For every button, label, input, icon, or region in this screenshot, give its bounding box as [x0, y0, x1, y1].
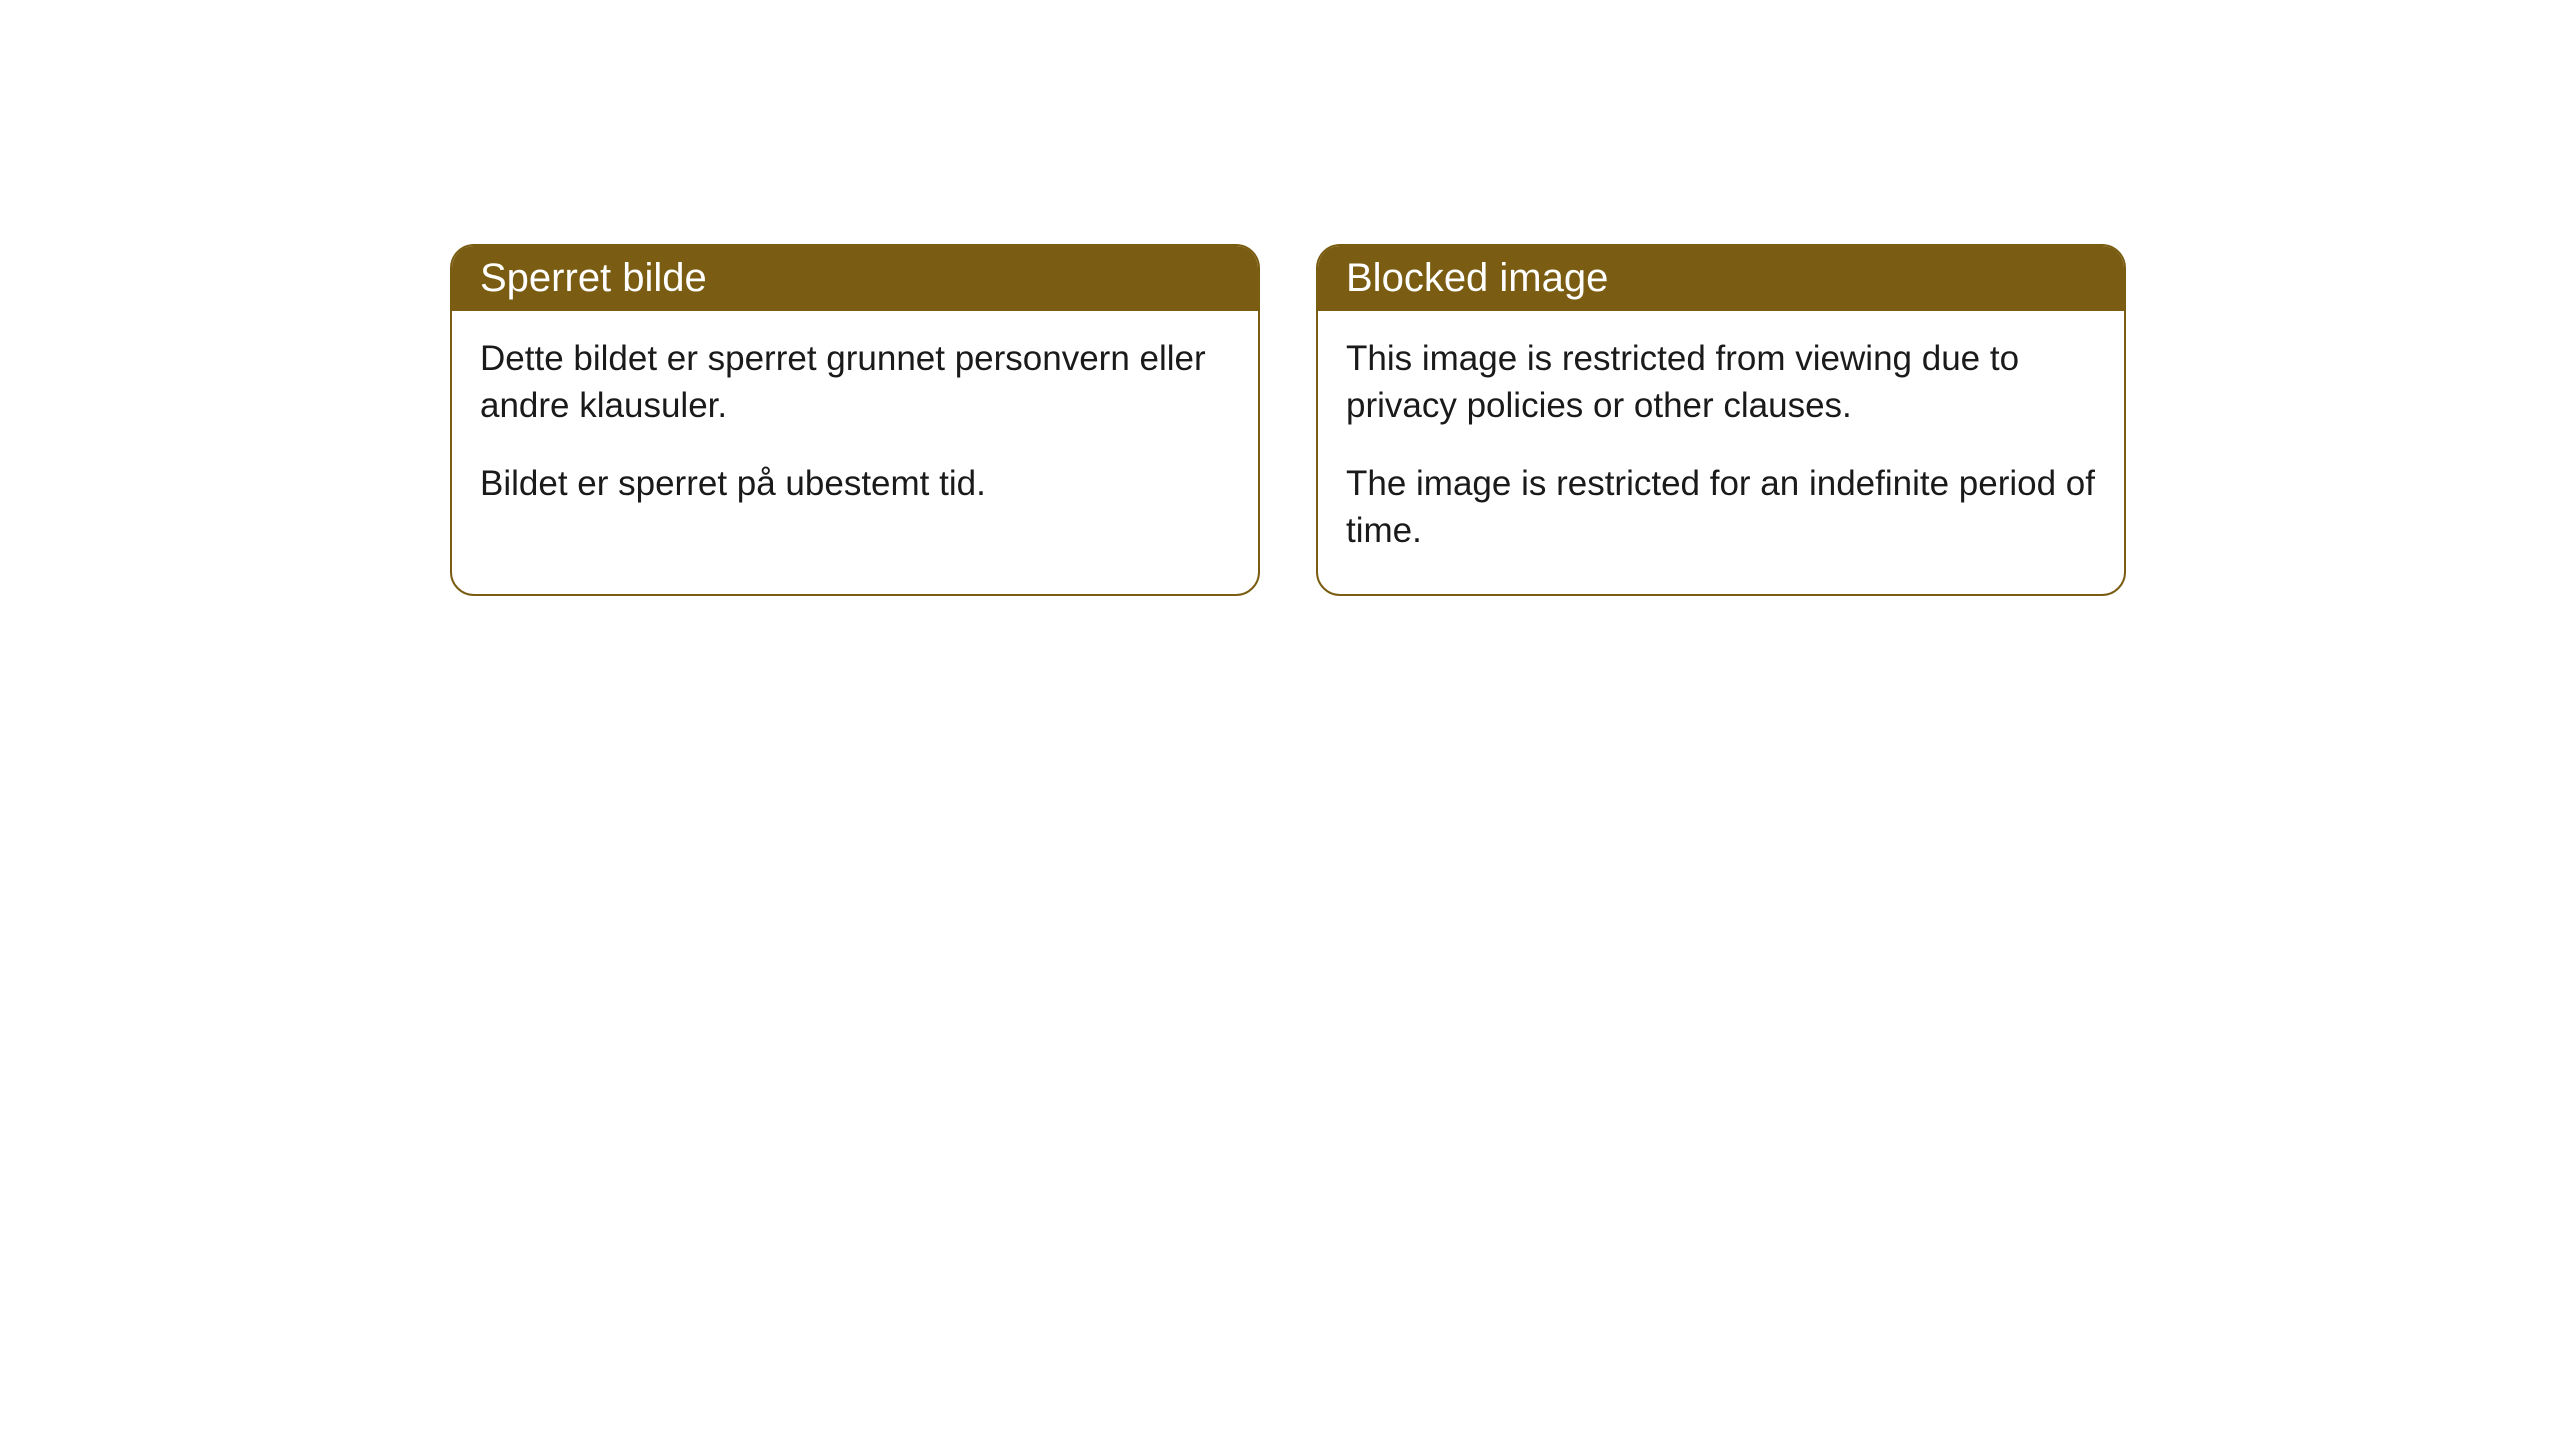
- card-body-norwegian: Dette bildet er sperret grunnet personve…: [452, 311, 1258, 547]
- card-body-english: This image is restricted from viewing du…: [1318, 311, 2124, 594]
- card-paragraph-2: The image is restricted for an indefinit…: [1346, 460, 2096, 555]
- card-title: Blocked image: [1346, 256, 1608, 300]
- card-header-norwegian: Sperret bilde: [452, 246, 1258, 311]
- card-paragraph-1: This image is restricted from viewing du…: [1346, 335, 2096, 430]
- card-title: Sperret bilde: [480, 256, 707, 300]
- card-header-english: Blocked image: [1318, 246, 2124, 311]
- notice-cards-container: Sperret bilde Dette bildet er sperret gr…: [450, 244, 2126, 596]
- card-paragraph-1: Dette bildet er sperret grunnet personve…: [480, 335, 1230, 430]
- blocked-image-card-english: Blocked image This image is restricted f…: [1316, 244, 2126, 596]
- card-paragraph-2: Bildet er sperret på ubestemt tid.: [480, 460, 1230, 507]
- blocked-image-card-norwegian: Sperret bilde Dette bildet er sperret gr…: [450, 244, 1260, 596]
